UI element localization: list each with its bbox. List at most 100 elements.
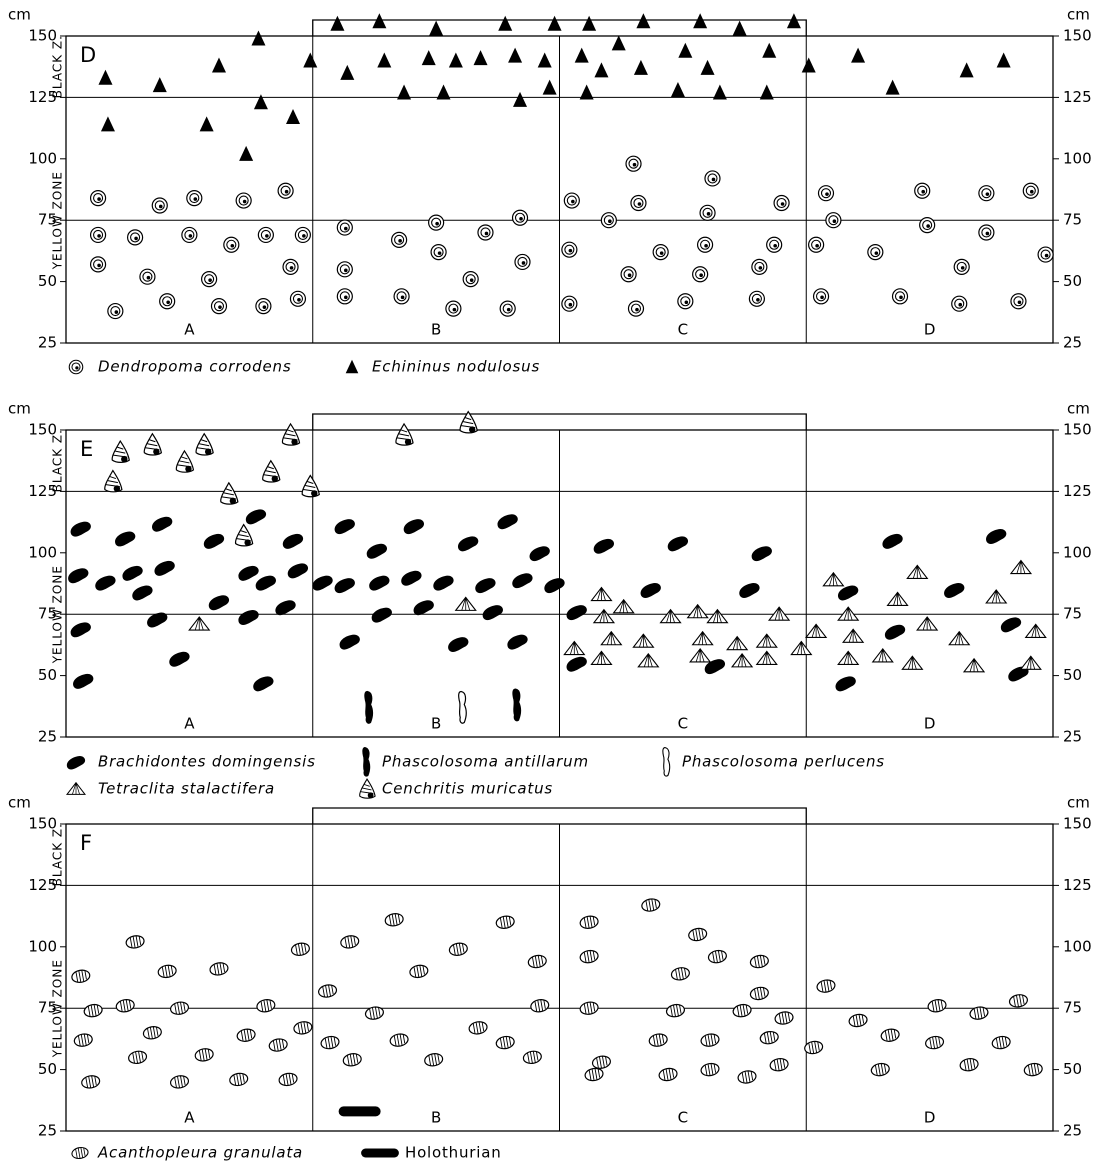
barnacle-marker — [948, 630, 971, 646]
spiral-part — [519, 216, 523, 221]
spiral-marker — [514, 253, 531, 271]
spiral-marker — [563, 192, 580, 209]
mussel-part — [403, 519, 424, 535]
spiral-part — [448, 303, 459, 314]
barnacle-marker — [901, 655, 924, 670]
mussel-part — [68, 568, 89, 584]
triangle-part — [397, 84, 412, 100]
chiton-part — [670, 1004, 682, 1017]
barnacle-part — [732, 636, 742, 650]
y-tick-label-right: 25 — [1063, 334, 1082, 352]
triangle-marker — [397, 84, 412, 100]
chiton-marker — [71, 1146, 89, 1160]
spiral-part — [627, 273, 632, 278]
mussel-marker — [882, 533, 903, 549]
barnacle-marker — [767, 606, 791, 621]
triangle-marker — [633, 59, 648, 75]
spiral-marker — [277, 182, 294, 199]
mussel-part — [497, 514, 518, 530]
blob-marker — [361, 1148, 399, 1158]
barnacle-part — [843, 651, 853, 665]
spiral-part — [630, 303, 642, 314]
chiton-marker — [816, 979, 836, 993]
spiral-marker — [1037, 246, 1054, 263]
mussel-part — [704, 659, 726, 675]
mussel-marker — [704, 659, 726, 675]
triangle-part — [594, 62, 609, 78]
snail-part — [311, 490, 318, 497]
snail-part — [244, 539, 251, 546]
blob-marker — [338, 1106, 381, 1117]
triangle-part — [330, 15, 345, 31]
spiral-marker — [766, 236, 783, 253]
triangle-part — [211, 57, 226, 73]
mussel-marker — [1008, 666, 1029, 682]
barnacle-part — [893, 592, 902, 606]
y-tick-label: 25 — [38, 728, 57, 746]
triangle-part — [678, 42, 693, 58]
chiton-marker — [969, 1006, 989, 1020]
snail-marker — [262, 459, 281, 483]
chiton-part — [147, 1026, 159, 1039]
chiton-marker — [959, 1057, 979, 1072]
spiral-part — [146, 275, 151, 280]
barnacle-marker — [837, 650, 860, 665]
worm-light-part — [662, 747, 671, 777]
triangle-part — [429, 20, 444, 36]
y-tick-label: 125 — [28, 482, 57, 500]
y-tick-label-right: 150 — [1063, 421, 1092, 439]
section-label: A — [184, 715, 195, 733]
triangle-marker — [377, 52, 392, 68]
section-label: B — [431, 715, 441, 733]
spiral-part — [815, 243, 819, 248]
spiral-part — [480, 227, 491, 238]
chiton-marker — [925, 1035, 945, 1050]
mussel-marker — [282, 533, 304, 549]
y-tick-label-right: 150 — [1063, 27, 1092, 45]
spiral-marker — [600, 212, 617, 229]
barnacle-part — [599, 609, 609, 623]
spiral-part — [921, 189, 926, 194]
chiton-marker — [389, 1033, 409, 1047]
section-label: B — [431, 1109, 441, 1127]
snail-marker — [195, 432, 214, 456]
spiral-marker — [652, 244, 669, 261]
y-tick-label-right: 75 — [1063, 999, 1082, 1017]
mussel-marker — [507, 634, 528, 650]
chiton-marker — [527, 954, 547, 969]
mussel-part — [371, 607, 392, 623]
spiral-marker — [89, 226, 107, 244]
unit-label: cm — [8, 6, 31, 24]
barnacle-marker — [755, 650, 778, 665]
chiton-part — [532, 955, 544, 968]
mussel-part — [475, 578, 496, 594]
spiral-part — [922, 220, 933, 231]
triangle-part — [542, 79, 557, 95]
spiral-part — [956, 261, 967, 272]
barnacle-marker — [1024, 623, 1047, 638]
spiral-part — [874, 251, 879, 255]
mussel-part — [287, 563, 309, 579]
chiton-part — [295, 942, 307, 956]
triangle-marker — [732, 20, 747, 36]
mussel-part — [122, 565, 143, 581]
mussel-part — [147, 612, 168, 628]
chiton-part — [132, 1050, 144, 1064]
spiral-part — [339, 264, 350, 275]
chiton-part — [1013, 994, 1025, 1007]
spiral-marker — [699, 204, 716, 221]
spiral-part — [71, 362, 81, 372]
spiral-part — [154, 200, 165, 211]
chiton-part — [129, 935, 142, 949]
barnacle-marker — [632, 633, 655, 648]
chiton-marker — [128, 1050, 148, 1065]
triangle-part — [239, 145, 254, 161]
spiral-marker — [159, 293, 176, 310]
spiral-part — [230, 243, 235, 248]
spiral-part — [637, 202, 642, 206]
chiton-part — [808, 1041, 820, 1054]
chiton-part — [344, 935, 356, 949]
blob-part — [361, 1148, 399, 1158]
triangle-marker — [330, 15, 345, 31]
